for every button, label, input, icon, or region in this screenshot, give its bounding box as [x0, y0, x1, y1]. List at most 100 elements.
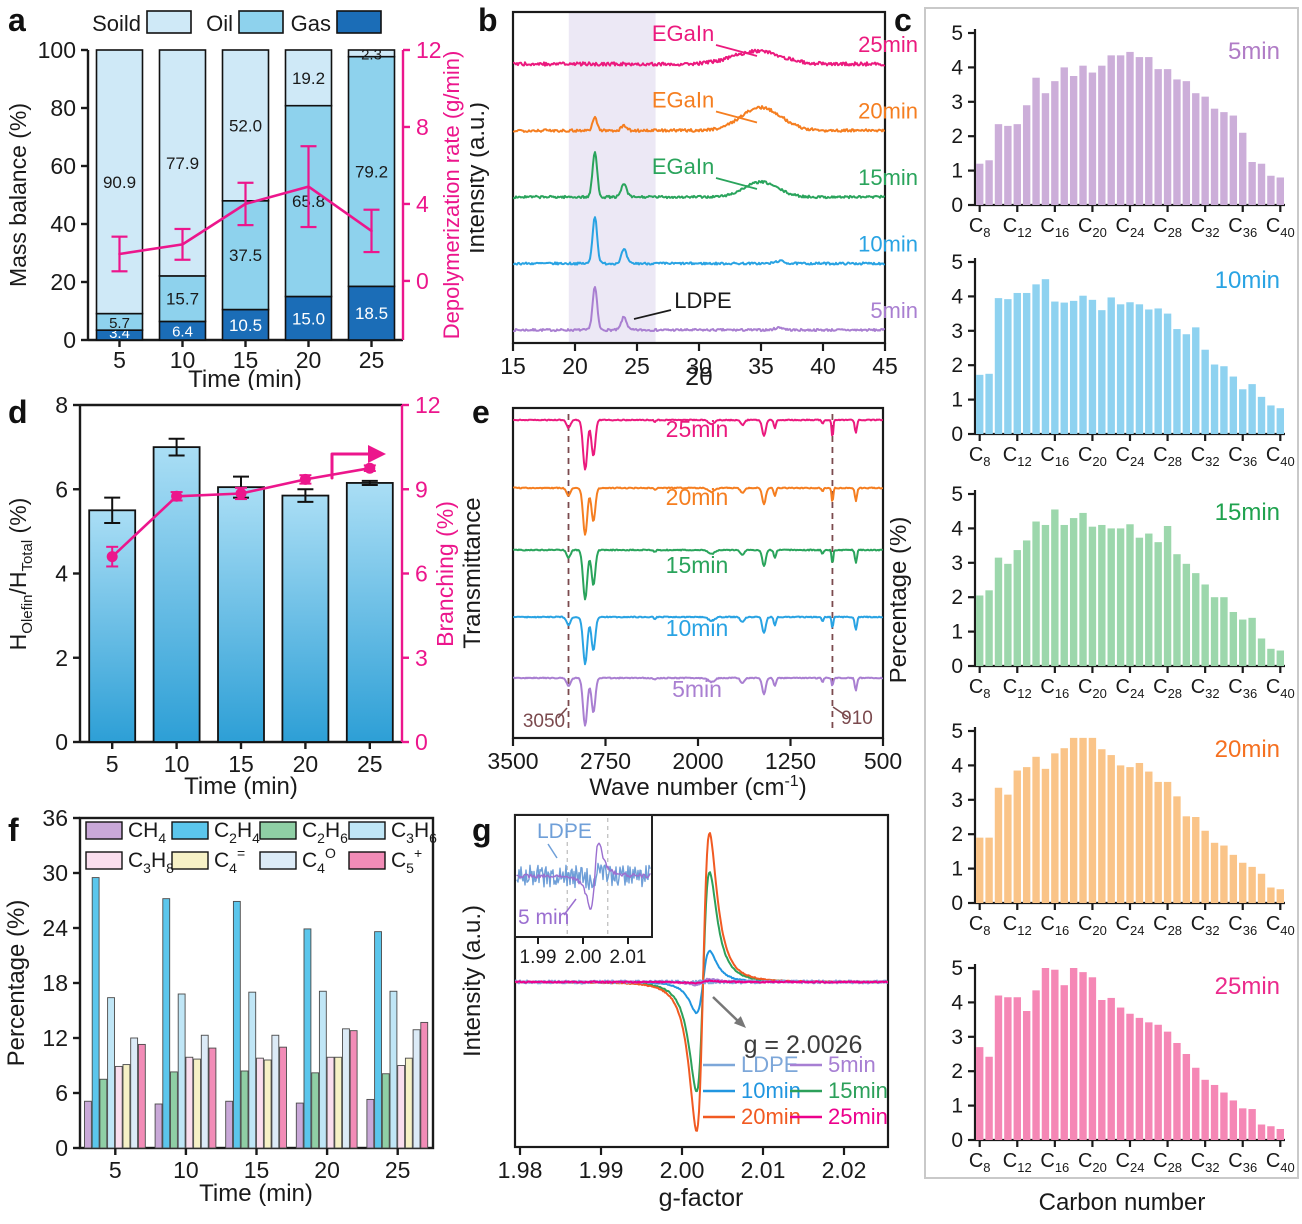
x-tick: 45 — [872, 353, 898, 379]
y-tick: 2 — [951, 823, 963, 846]
subplot-label: 20min — [1215, 736, 1280, 763]
panel-a-letter: a — [8, 2, 26, 38]
x-tick: C20 — [1078, 444, 1107, 469]
bar-value: 77.9 — [166, 154, 199, 173]
x-tick: C8 — [969, 444, 991, 469]
y2-axis-label: Depolymerization rate (g/min) — [439, 51, 464, 340]
legend-formula: C2H4 — [214, 819, 260, 846]
y-tick: 5 — [951, 251, 963, 274]
y-tick: 0 — [63, 327, 76, 353]
y2-tick: 12 — [416, 37, 442, 63]
curve-label: 5min — [870, 298, 918, 323]
legend-formula: C2H6 — [302, 819, 348, 846]
panel-c-chart: 0 1 2 3 4 5 C8 C12 C16 C20 C24 C28 C32 C36 C40 5min 0 1 2 3… — [890, 7, 1299, 1216]
legend-label: Soild — [92, 11, 141, 36]
x-tick: 2.00 — [660, 1157, 705, 1183]
subplot-label: 10min — [1215, 267, 1280, 294]
y-tick: 0 — [951, 655, 963, 678]
y-tick: 0 — [951, 1129, 963, 1152]
y-tick: 3 — [951, 91, 963, 114]
y-tick: 2 — [951, 125, 963, 148]
y-axis-label: HOlefin/HTotal (%) — [5, 498, 36, 651]
y-tick: 18 — [42, 970, 68, 996]
x-tick: 1250 — [765, 748, 816, 774]
x-tick: C8 — [969, 676, 991, 701]
x-tick: C40 — [1266, 913, 1295, 938]
y-tick: 3 — [951, 552, 963, 575]
x-tick: C24 — [1116, 215, 1145, 240]
x-tick: 30 — [686, 353, 712, 379]
egain-label: EGaIn — [652, 88, 714, 113]
x-tick: 10 — [164, 751, 190, 777]
legend-formula: C4= — [214, 845, 245, 876]
y-tick: 4 — [951, 754, 963, 777]
bar-value: 10.5 — [229, 316, 262, 335]
x-tick: C24 — [1116, 676, 1145, 701]
x-tick: C12 — [1003, 913, 1032, 938]
y-tick: 3 — [951, 1026, 963, 1049]
x-tick: C12 — [1003, 676, 1032, 701]
y-axis-label: Mass balance (%) — [5, 103, 31, 287]
panel-e-chart: 3050 910 25min 20min 15min 10min 5min 3500 2750 2… — [460, 406, 902, 800]
curve-label: 25min — [666, 416, 729, 442]
y-tick: 1 — [951, 160, 963, 183]
curve-label: 25min — [858, 32, 918, 57]
y2-tick: 12 — [415, 392, 441, 418]
legend-label: Oil — [206, 11, 233, 36]
x-tick: C12 — [1003, 1150, 1032, 1175]
x-tick: 15 — [228, 751, 254, 777]
y-tick: 36 — [42, 805, 68, 831]
x-tick: C20 — [1078, 676, 1107, 701]
dash-label: 910 — [841, 708, 873, 729]
x-tick: 5 — [106, 751, 119, 777]
x-tick: C16 — [1040, 1150, 1069, 1175]
y-tick: 4 — [951, 285, 963, 308]
x-tick: 35 — [748, 353, 774, 379]
y-axis-label: Percentage (%) — [3, 900, 30, 1067]
curve-label: 20min — [858, 99, 918, 124]
x-tick: 15 — [233, 347, 259, 373]
y-tick: 2 — [951, 1060, 963, 1083]
x-axis-label: 2θ — [685, 363, 713, 390]
y2-tick: 0 — [415, 729, 428, 755]
x-tick: 20 — [296, 347, 322, 373]
x-tick: C36 — [1228, 676, 1257, 701]
x-tick: C28 — [1153, 215, 1182, 240]
x-tick: C36 — [1228, 215, 1257, 240]
y-tick: 0 — [951, 194, 963, 217]
ldpe-label: LDPE — [674, 288, 731, 313]
y-tick: 60 — [50, 153, 76, 179]
x-tick: 1.98 — [498, 1157, 543, 1183]
y-tick: 40 — [50, 211, 76, 237]
x-tick: 2750 — [580, 748, 631, 774]
x-tick: 2.01 — [741, 1157, 786, 1183]
legend-formula: C3H8 — [128, 849, 174, 876]
y-tick: 5 — [951, 22, 963, 45]
y-tick: 1 — [951, 858, 963, 881]
y-tick: 1 — [951, 1095, 963, 1118]
x-tick: C8 — [969, 913, 991, 938]
legend-formula: C5+ — [391, 845, 422, 876]
x-tick: C8 — [969, 215, 991, 240]
y-tick: 5 — [951, 483, 963, 506]
legend-label: 25min — [828, 1104, 888, 1129]
x-tick: 15 — [244, 1157, 270, 1183]
x-tick: C32 — [1191, 1150, 1220, 1175]
bar-value: 15.0 — [292, 309, 325, 328]
x-axis-label: Time (min) — [199, 1180, 313, 1207]
subplot-label: 5min — [1228, 38, 1280, 65]
x-axis-label: Time (min) — [184, 773, 298, 800]
y-tick: 2 — [951, 586, 963, 609]
panel-c-letter: c — [894, 2, 912, 38]
y-tick: 1 — [951, 621, 963, 644]
x-tick: 25 — [624, 353, 650, 379]
panel-g-letter: g — [472, 812, 492, 848]
bar-value: 52.0 — [229, 116, 262, 135]
x-tick: 3500 — [487, 748, 538, 774]
x-tick: C24 — [1116, 913, 1145, 938]
y-tick: 2 — [951, 354, 963, 377]
x-tick: C40 — [1266, 444, 1295, 469]
x-tick: 10 — [170, 347, 196, 373]
x-tick: C16 — [1040, 676, 1069, 701]
